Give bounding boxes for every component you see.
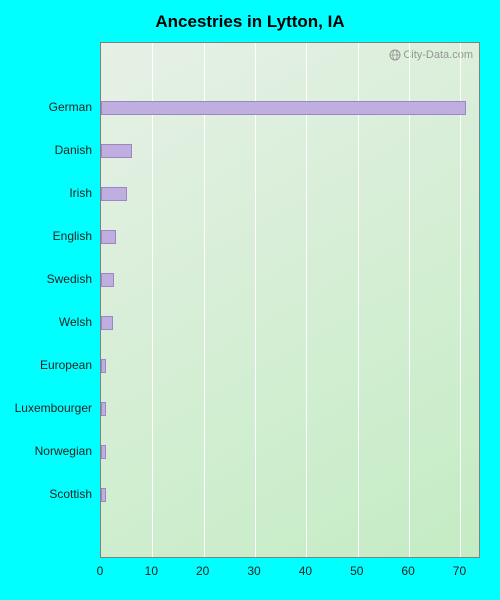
y-tick-label: Irish bbox=[0, 186, 92, 200]
bar bbox=[101, 144, 132, 158]
bar bbox=[101, 230, 116, 244]
plot-area: City-Data.com bbox=[100, 42, 480, 558]
y-tick-label: Welsh bbox=[0, 315, 92, 329]
x-tick-label: 70 bbox=[453, 564, 466, 578]
x-tick-label: 60 bbox=[401, 564, 414, 578]
gridline bbox=[460, 43, 461, 557]
gridline bbox=[152, 43, 153, 557]
bar bbox=[101, 187, 127, 201]
x-tick-label: 0 bbox=[97, 564, 104, 578]
gridline bbox=[255, 43, 256, 557]
x-tick-label: 10 bbox=[145, 564, 158, 578]
chart-canvas: Ancestries in Lytton, IA City-Data.com 0… bbox=[0, 0, 500, 600]
gridline bbox=[358, 43, 359, 557]
y-tick-label: Danish bbox=[0, 143, 92, 157]
y-tick-label: Swedish bbox=[0, 272, 92, 286]
watermark-text: City-Data.com bbox=[403, 49, 473, 61]
y-tick-label: Scottish bbox=[0, 487, 92, 501]
y-tick-label: European bbox=[0, 358, 92, 372]
bar bbox=[101, 488, 106, 502]
bar bbox=[101, 101, 466, 115]
gridline bbox=[306, 43, 307, 557]
y-tick-label: Luxembourger bbox=[0, 401, 92, 415]
bar bbox=[101, 316, 113, 330]
x-tick-label: 50 bbox=[350, 564, 363, 578]
x-tick-label: 40 bbox=[299, 564, 312, 578]
bar bbox=[101, 359, 106, 373]
x-tick-label: 30 bbox=[247, 564, 260, 578]
y-tick-label: German bbox=[0, 100, 92, 114]
gridline bbox=[204, 43, 205, 557]
bar bbox=[101, 273, 114, 287]
globe-icon bbox=[389, 49, 401, 61]
gridline bbox=[409, 43, 410, 557]
y-tick-label: Norwegian bbox=[0, 444, 92, 458]
chart-title: Ancestries in Lytton, IA bbox=[0, 12, 500, 32]
x-tick-label: 20 bbox=[196, 564, 209, 578]
bar bbox=[101, 445, 106, 459]
bar bbox=[101, 402, 106, 416]
y-tick-label: English bbox=[0, 229, 92, 243]
